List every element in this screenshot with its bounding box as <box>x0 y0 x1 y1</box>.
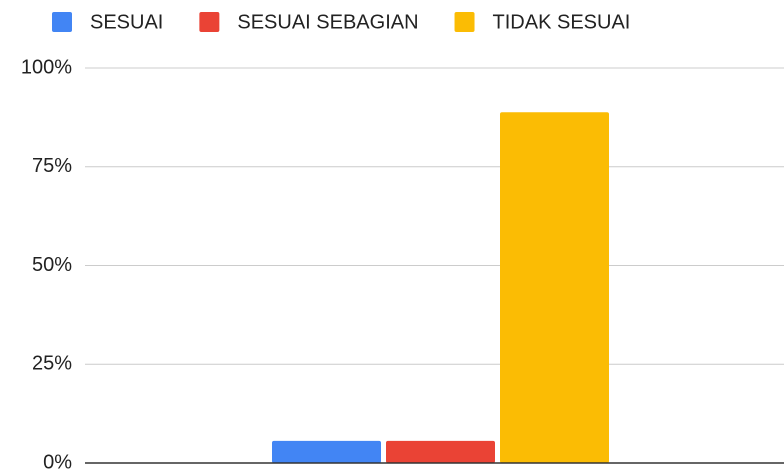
legend-swatch <box>454 12 475 32</box>
legend-label: SESUAI SEBAGIAN <box>237 11 418 33</box>
y-tick-label: 25% <box>32 353 72 375</box>
y-tick-label: 50% <box>32 254 72 276</box>
bar <box>500 112 609 464</box>
y-tick-label: 0% <box>43 451 72 473</box>
legend-label: TIDAK SESUAI <box>493 11 631 33</box>
y-tick-label: 100% <box>21 56 72 78</box>
legend-swatch <box>199 12 220 32</box>
legend-label: SESUAI <box>90 11 163 33</box>
y-tick-label: 75% <box>32 155 72 177</box>
legend-swatch <box>52 12 72 32</box>
bar <box>272 440 381 463</box>
bar <box>386 440 495 463</box>
